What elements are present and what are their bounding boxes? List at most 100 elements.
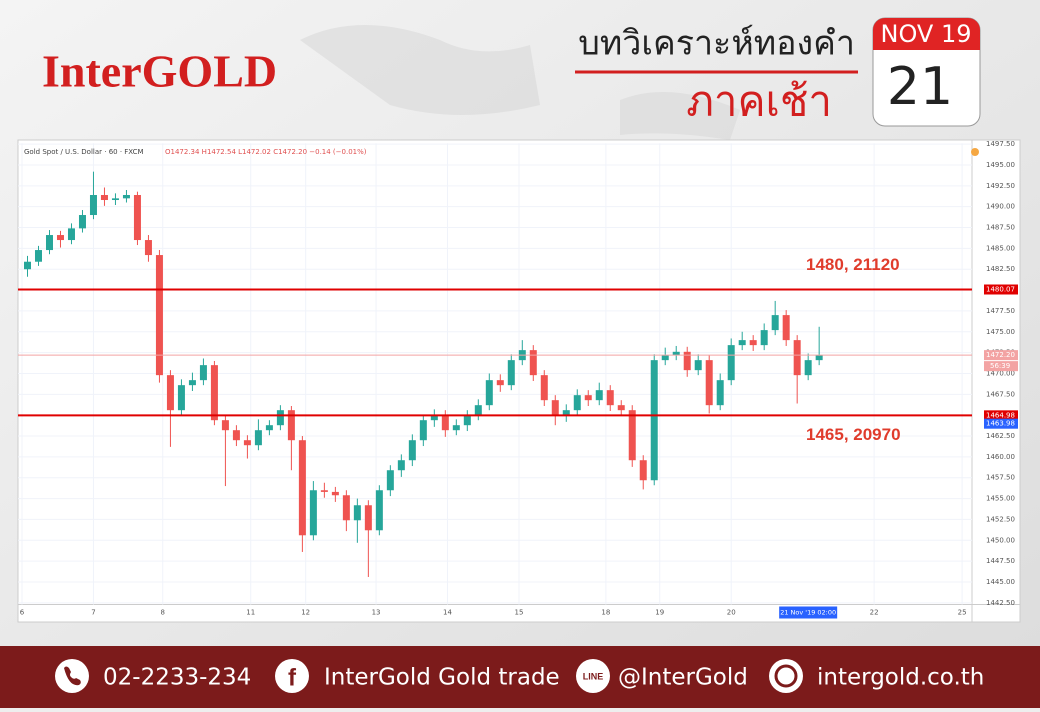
marker-label: 1463.98 bbox=[986, 420, 1015, 428]
facebook-icon bbox=[275, 659, 309, 693]
price-label-box bbox=[984, 284, 1018, 295]
cursor-time-box bbox=[779, 606, 838, 619]
candle-body bbox=[188, 380, 196, 386]
candle-body bbox=[287, 410, 295, 441]
candle-body bbox=[507, 360, 515, 386]
candle-body bbox=[166, 375, 174, 411]
candle-body bbox=[705, 360, 713, 406]
candle-body bbox=[760, 330, 768, 346]
candle-body bbox=[144, 240, 152, 256]
candle-body bbox=[672, 351, 680, 356]
footer-web: intergold.co.th bbox=[817, 665, 984, 691]
y-tick-label: 1442.50 bbox=[986, 599, 1015, 607]
y-tick-label: 1445.00 bbox=[986, 578, 1015, 586]
calendar-band bbox=[873, 18, 980, 50]
candle-body bbox=[67, 228, 75, 241]
x-tick-label: 25 bbox=[958, 609, 967, 617]
web-glyph bbox=[774, 664, 798, 688]
candle-body bbox=[804, 360, 812, 376]
candle-body bbox=[386, 470, 394, 491]
line-glyph: LINE bbox=[583, 671, 604, 681]
brand: InterGOLD bbox=[42, 46, 277, 97]
y-tick-label: 1477.50 bbox=[986, 307, 1015, 315]
x-tick-label: 14 bbox=[443, 609, 452, 617]
candle-body bbox=[793, 340, 801, 376]
candle-body bbox=[727, 345, 735, 381]
candle-body bbox=[584, 395, 592, 401]
candle-body bbox=[441, 415, 449, 431]
candle-body bbox=[111, 198, 119, 201]
countdown-label: 56:39 bbox=[990, 362, 1010, 370]
title: บทวิเคราะห์ทองคำ bbox=[578, 24, 855, 64]
cursor-time-label: 21 Nov '19 02:00 bbox=[780, 609, 836, 617]
candle-body bbox=[34, 250, 42, 262]
candle-body bbox=[221, 420, 229, 431]
ohlc-text: O1472.34 H1472.54 L1472.02 C1472.20 −0.1… bbox=[165, 148, 367, 156]
calendar: NOV 19 21 bbox=[872, 17, 981, 127]
y-tick-label: 1485.00 bbox=[986, 244, 1015, 252]
y-tick-label: 1497.50 bbox=[986, 140, 1015, 148]
candle-body bbox=[232, 430, 240, 441]
calendar-day: 21 bbox=[887, 57, 953, 117]
price-label-box bbox=[984, 350, 1018, 361]
candle-body bbox=[540, 375, 548, 401]
candle-body bbox=[298, 440, 306, 536]
footer-facebook: InterGold Gold trade bbox=[324, 665, 560, 691]
x-tick-label: 20 bbox=[727, 609, 736, 617]
x-tick-label: 22 bbox=[870, 609, 879, 617]
x-tick-label: 15 bbox=[515, 609, 524, 617]
candle-body bbox=[694, 360, 702, 371]
price-label: 1464.98 bbox=[986, 411, 1015, 419]
price-label: 1480.07 bbox=[986, 285, 1015, 293]
x-tick-label: 8 bbox=[161, 609, 165, 617]
candle-body bbox=[496, 380, 504, 386]
countdown-box bbox=[984, 361, 1018, 372]
candle-body bbox=[452, 425, 460, 431]
x-tick-label: 6 bbox=[20, 609, 25, 617]
subtitle: ภาคเช้า bbox=[686, 77, 832, 126]
y-tick-label: 1467.50 bbox=[986, 390, 1015, 398]
candle-body bbox=[628, 410, 636, 461]
candle-body bbox=[749, 340, 757, 346]
candle-body bbox=[243, 440, 251, 446]
candle-body bbox=[485, 380, 493, 406]
candle-body bbox=[56, 235, 64, 241]
footer-line: @InterGold bbox=[618, 665, 748, 691]
candle-body bbox=[331, 491, 339, 496]
candle-body bbox=[639, 460, 647, 481]
x-tick-label: 18 bbox=[601, 609, 610, 617]
candle-body bbox=[661, 355, 669, 361]
candle-body bbox=[771, 315, 779, 331]
candle-body bbox=[529, 350, 537, 376]
marker-label-box bbox=[984, 418, 1018, 429]
x-tick-label: 12 bbox=[301, 609, 310, 617]
candle-body bbox=[408, 440, 416, 461]
candle-body bbox=[474, 405, 482, 416]
y-tick-label: 1487.50 bbox=[986, 224, 1015, 232]
footer-band bbox=[0, 646, 1040, 708]
candle-body bbox=[595, 390, 603, 401]
chart: 1442.50 1445.00 1447.50 1450.00 1452.50 1455.… bbox=[18, 140, 1020, 622]
candle-body bbox=[100, 195, 108, 201]
y-tick-label: 1452.50 bbox=[986, 515, 1015, 523]
y-tick-label: 1462.50 bbox=[986, 432, 1015, 440]
candle-body bbox=[122, 195, 130, 199]
candle-body bbox=[45, 235, 53, 251]
y-tick-label: 1470.00 bbox=[986, 369, 1015, 377]
y-tick-label: 1450.00 bbox=[986, 536, 1015, 544]
candle-body bbox=[177, 385, 185, 411]
candle-body bbox=[155, 255, 163, 376]
annotation: 1480, 21120 bbox=[806, 255, 900, 274]
candle-body bbox=[23, 261, 31, 270]
phone-icon bbox=[55, 659, 89, 693]
alert-dot bbox=[971, 148, 979, 156]
candle-body bbox=[210, 365, 218, 421]
web-icon bbox=[769, 659, 803, 693]
candle-body bbox=[617, 405, 625, 411]
candle-body bbox=[562, 410, 570, 416]
annotation: 1465, 20970 bbox=[806, 425, 901, 444]
candle-body bbox=[551, 400, 559, 416]
candle-body bbox=[353, 505, 361, 521]
facebook-glyph: f bbox=[288, 664, 297, 691]
candle-body bbox=[606, 390, 614, 406]
